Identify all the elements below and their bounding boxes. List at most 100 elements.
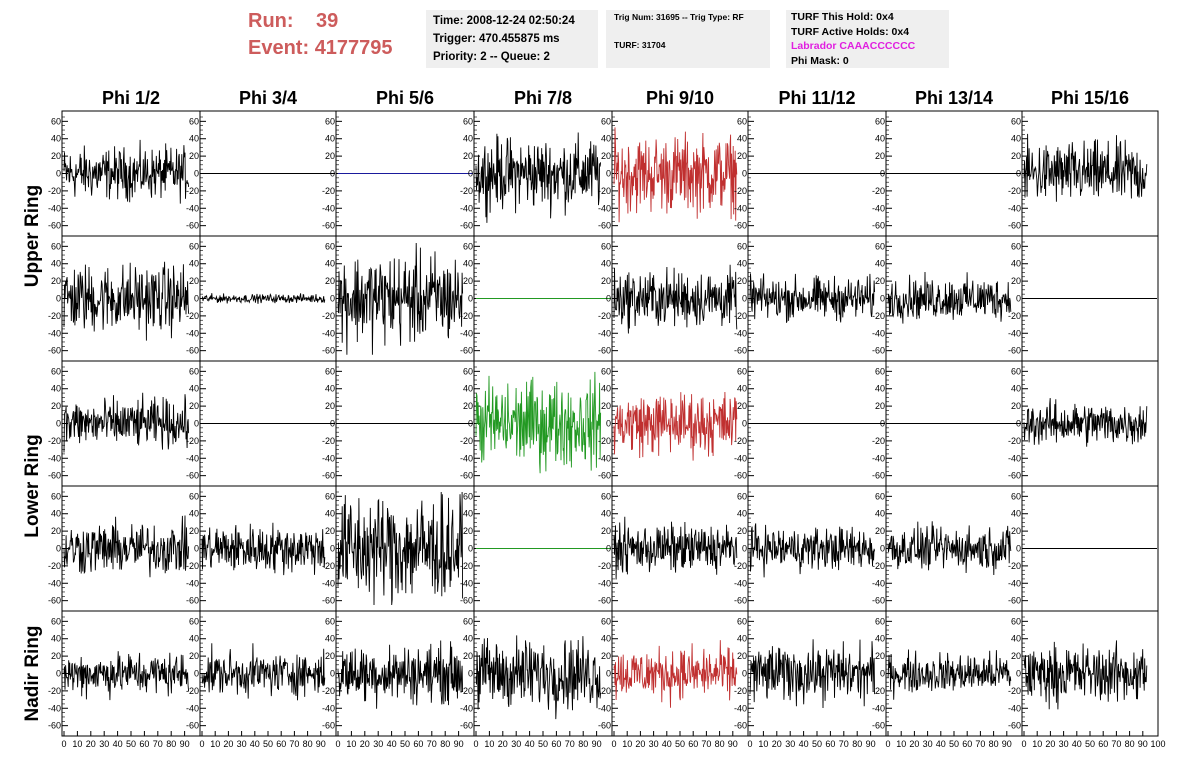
waveform-r5-c8 xyxy=(1023,640,1148,710)
y-tick-label: 20 xyxy=(51,651,61,661)
y-tick-label: 0 xyxy=(468,669,473,679)
y-tick-label: 20 xyxy=(875,401,885,411)
y-tick-label: -20 xyxy=(872,436,885,446)
waveform-r1-c1 xyxy=(63,139,190,204)
y-tick-label: 20 xyxy=(875,651,885,661)
y-tick-label: 0 xyxy=(330,294,335,304)
y-tick-label: 60 xyxy=(601,366,611,376)
y-tick-label: -60 xyxy=(734,596,747,606)
y-tick-label: 20 xyxy=(601,276,611,286)
y-tick-label: -60 xyxy=(598,471,611,481)
y-tick-label: 60 xyxy=(325,366,335,376)
y-tick-label: -60 xyxy=(48,221,61,231)
x-tick-label: 40 xyxy=(662,739,672,749)
y-tick-label: 40 xyxy=(51,509,61,519)
x-tick-label: 90 xyxy=(592,739,602,749)
waveform-r5-c3 xyxy=(337,640,464,709)
y-tick-label: -20 xyxy=(48,311,61,321)
y-tick-label: -60 xyxy=(322,471,335,481)
x-tick-label: 20 xyxy=(498,739,508,749)
y-tick-label: -40 xyxy=(734,328,747,338)
run-value: 39 xyxy=(316,10,339,32)
waveform-r4-c3 xyxy=(337,491,464,606)
y-tick-label: -40 xyxy=(598,328,611,338)
x-tick-label: 90 xyxy=(1002,739,1012,749)
y-tick-label: -40 xyxy=(598,578,611,588)
y-tick-label: -40 xyxy=(322,328,335,338)
y-tick-label: -60 xyxy=(598,596,611,606)
x-tick-label: 80 xyxy=(578,739,588,749)
y-tick-label: 0 xyxy=(194,669,199,679)
x-tick-label: 70 xyxy=(565,739,575,749)
x-tick-label: 10 xyxy=(210,739,220,749)
y-tick-label: 40 xyxy=(875,384,885,394)
y-tick-label: -20 xyxy=(460,186,473,196)
y-tick-label: 60 xyxy=(325,491,335,501)
x-tick-label: 50 xyxy=(263,739,273,749)
y-tick-label: -20 xyxy=(598,561,611,571)
waveform-r5-c1 xyxy=(63,651,190,701)
x-tick-label: 70 xyxy=(975,739,985,749)
x-tick-label: 80 xyxy=(303,739,313,749)
x-tick-label: 10 xyxy=(622,739,632,749)
y-tick-label: 60 xyxy=(463,491,473,501)
y-tick-label: -40 xyxy=(872,578,885,588)
y-tick-label: 0 xyxy=(1016,544,1021,554)
x-tick-label: 10 xyxy=(346,739,356,749)
y-tick-label: 0 xyxy=(468,169,473,179)
ring-label-1: Upper Ring xyxy=(22,185,43,287)
x-tick-label: 60 xyxy=(825,739,835,749)
y-tick-label: -20 xyxy=(48,436,61,446)
y-tick-label: -20 xyxy=(734,311,747,321)
y-tick-label: 20 xyxy=(1011,651,1021,661)
y-tick-label: 60 xyxy=(189,116,199,126)
x-tick-label: 40 xyxy=(387,739,397,749)
y-tick-label: 0 xyxy=(742,419,747,429)
waveform-r5-c4 xyxy=(475,635,602,720)
y-tick-label: -60 xyxy=(872,596,885,606)
y-tick-label: -40 xyxy=(1008,203,1021,213)
y-tick-label: -20 xyxy=(872,311,885,321)
x-tick-label: 20 xyxy=(360,739,370,749)
y-tick-label: 60 xyxy=(737,241,747,251)
y-tick-label: 60 xyxy=(1011,616,1021,626)
y-tick-label: 0 xyxy=(468,544,473,554)
y-tick-label: -40 xyxy=(186,703,199,713)
x-tick-label: 0 xyxy=(335,739,340,749)
waveform-r3-c4 xyxy=(475,371,602,474)
x-tick-label: 40 xyxy=(799,739,809,749)
y-tick-label: -60 xyxy=(322,721,335,731)
y-tick-label: 40 xyxy=(601,509,611,519)
y-tick-label: 0 xyxy=(194,419,199,429)
y-tick-label: -40 xyxy=(872,203,885,213)
y-tick-label: -60 xyxy=(598,721,611,731)
y-tick-label: 60 xyxy=(189,241,199,251)
y-tick-label: 40 xyxy=(601,384,611,394)
y-tick-label: 40 xyxy=(601,259,611,269)
y-tick-label: 20 xyxy=(189,526,199,536)
x-tick-label: 60 xyxy=(688,739,698,749)
y-tick-label: 40 xyxy=(325,509,335,519)
y-tick-label: -40 xyxy=(322,703,335,713)
y-tick-label: -60 xyxy=(460,721,473,731)
y-tick-label: -40 xyxy=(322,453,335,463)
y-tick-label: -40 xyxy=(1008,328,1021,338)
x-tick-label: 10 xyxy=(758,739,768,749)
x-tick-label: 90 xyxy=(728,739,738,749)
x-tick-label: 70 xyxy=(289,739,299,749)
y-tick-label: 40 xyxy=(463,634,473,644)
waveform-r1-c5 xyxy=(613,127,738,223)
y-tick-label: 40 xyxy=(463,259,473,269)
y-tick-label: 20 xyxy=(51,526,61,536)
y-tick-label: -20 xyxy=(598,311,611,321)
x-tick-label: 50 xyxy=(812,739,822,749)
y-tick-label: -60 xyxy=(734,221,747,231)
y-tick-label: -40 xyxy=(48,578,61,588)
y-tick-label: 0 xyxy=(1016,294,1021,304)
y-tick-label: 0 xyxy=(56,169,61,179)
column-title-8: Phi 15/16 xyxy=(1051,88,1129,108)
y-tick-label: 0 xyxy=(56,669,61,679)
y-tick-label: -60 xyxy=(1008,721,1021,731)
turf-active-text: TURF Active Holds: 0x4 xyxy=(791,25,910,38)
y-tick-label: 60 xyxy=(51,366,61,376)
